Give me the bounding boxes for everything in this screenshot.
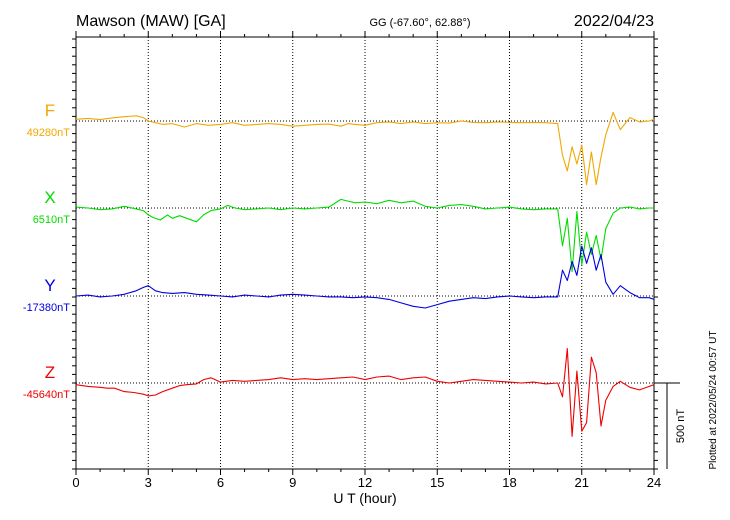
x-tick-label: 6 (217, 475, 224, 490)
x-tick-label: 3 (145, 475, 152, 490)
station-coordinates: GG (-67.60°, 62.88°) (369, 17, 470, 29)
series-lines (75, 111, 655, 437)
baseline-gridlines (76, 120, 654, 384)
series-baseline-y: -17380nT (23, 302, 70, 314)
series-label-y: Y (44, 276, 55, 295)
series-line-z (75, 348, 655, 437)
x-tick-label: 18 (502, 475, 516, 490)
scale-bar: 500 nT (654, 382, 687, 469)
x-tick-label: 9 (289, 475, 296, 490)
series-label-f: F (45, 101, 55, 120)
series-baseline-x: 6510nT (33, 214, 71, 226)
series-label-z: Z (45, 363, 55, 382)
series-baseline-f: 49280nT (27, 127, 71, 139)
series-line-y (75, 245, 655, 309)
x-tick-label: 24 (647, 475, 661, 490)
x-axis-label: U T (hour) (333, 490, 396, 506)
x-tick-labels: 0 3 6 9 12 15 18 21 24 (72, 475, 661, 490)
series-line-f (75, 111, 655, 186)
station-title: Mawson (MAW) [GA] (76, 13, 226, 30)
series-baseline-z: -45640nT (23, 389, 70, 401)
plot-date: 2022/04/23 (574, 13, 654, 30)
series-labels: F 49280nT X 6510nT Y -17380nT Z -45640nT (23, 101, 70, 401)
axis-ticks (72, 31, 658, 475)
series-line-x (75, 198, 654, 273)
series-label-x: X (44, 188, 55, 207)
x-tick-label: 12 (358, 475, 372, 490)
x-tick-label: 21 (575, 475, 589, 490)
x-tick-label: 0 (72, 475, 79, 490)
scale-bar-label: 500 nT (675, 409, 687, 444)
vertical-gridlines (147, 37, 583, 469)
plotted-timestamp: Plotted at 2022/05/24 00:57 UT (708, 331, 719, 470)
x-tick-label: 15 (430, 475, 444, 490)
